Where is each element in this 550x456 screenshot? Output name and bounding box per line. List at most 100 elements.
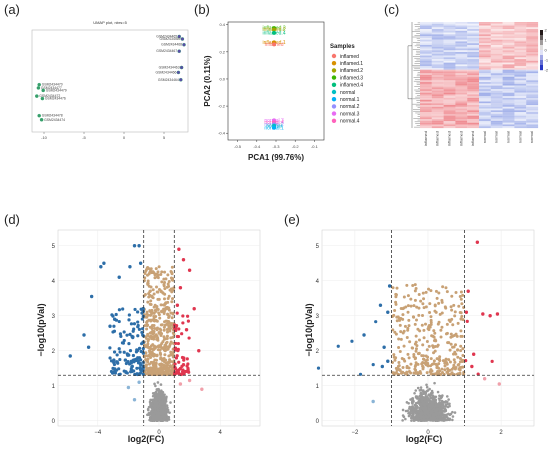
- heatmap-cell: [479, 101, 491, 104]
- heatmap-cell: [479, 23, 491, 26]
- volcano-point: [170, 265, 174, 269]
- heatmap-cell: [455, 43, 468, 46]
- volcano-point: [157, 265, 161, 269]
- umap-point-label: GSM2434472: [39, 94, 60, 98]
- heatmap-cell: [420, 22, 432, 24]
- volcano-point: [432, 339, 436, 343]
- volcano-point: [121, 307, 125, 311]
- heatmap-cell: [431, 99, 444, 102]
- heatmap-cell: [420, 78, 432, 81]
- volcano-point: [141, 314, 145, 318]
- heatmap-column-label: normal: [529, 131, 534, 143]
- volcano-point: [401, 408, 405, 412]
- volcano-point: [439, 415, 442, 418]
- pca-xtick-label: -0.5: [234, 144, 242, 149]
- volcano-point: [126, 353, 130, 357]
- umap-point: [179, 78, 183, 82]
- heatmap-cell: [514, 106, 527, 109]
- heatmap-cell: [502, 103, 515, 106]
- volcano-point: [444, 286, 448, 290]
- volcano-point: [461, 360, 465, 364]
- volcano-point: [159, 410, 163, 414]
- volcano-point: [386, 359, 390, 363]
- volcano-point: [419, 386, 423, 389]
- volcano-point: [406, 304, 410, 308]
- heatmap-cell: [502, 97, 515, 100]
- heatmap-cell: [502, 50, 515, 53]
- volcano-point: [430, 369, 434, 373]
- heatmap-cell: [467, 60, 480, 63]
- volcano-point: [429, 392, 433, 396]
- volcano-point: [166, 406, 169, 409]
- volcano-point: [490, 359, 494, 364]
- volcano-point: [410, 407, 413, 411]
- heatmap-cell: [420, 106, 432, 109]
- volcano-point: [146, 332, 150, 336]
- volcano-point: [387, 284, 392, 288]
- volcano-point: [417, 338, 421, 342]
- heatmap-cell: [490, 120, 503, 123]
- volcano-point: [401, 371, 405, 375]
- heatmap-cell: [479, 92, 491, 95]
- volcano-point: [428, 310, 432, 314]
- volcano-point: [455, 334, 459, 338]
- heatmap-cell: [526, 55, 539, 58]
- volcano-point: [412, 410, 416, 414]
- ytick-label: 1: [316, 384, 320, 390]
- volcano-point: [427, 323, 431, 327]
- volcano-point: [150, 398, 154, 402]
- heatmap-cell: [526, 103, 539, 106]
- volcano-point: [413, 289, 417, 293]
- heatmap-cell: [526, 30, 539, 33]
- volcano-point: [434, 289, 438, 293]
- volcano-point: [157, 313, 161, 317]
- volcano-point: [155, 354, 159, 358]
- heatmap-cell: [467, 30, 480, 33]
- heatmap-cell: [479, 57, 491, 60]
- volcano-point: [406, 310, 410, 314]
- volcano-point: [397, 364, 401, 368]
- heatmap-cell: [526, 57, 539, 60]
- heatmap-cell: [479, 96, 491, 99]
- volcano-point: [135, 366, 139, 370]
- volcano-point: [453, 314, 457, 318]
- heatmap-cell: [455, 82, 468, 84]
- pca-legend-swatch: [331, 104, 337, 109]
- heatmap-cell: [443, 29, 456, 31]
- volcano-point: [436, 322, 440, 326]
- volcano-point: [421, 354, 425, 358]
- volcano-point: [425, 385, 429, 389]
- heatmap-cell: [431, 80, 444, 83]
- volcano-point: [162, 405, 166, 409]
- volcano-point: [465, 319, 469, 323]
- volcano-point: [152, 323, 156, 327]
- volcano-point: [453, 411, 457, 414]
- heatmap-cell: [431, 108, 444, 111]
- volcano-point: [171, 288, 175, 292]
- volcano-point: [401, 307, 405, 311]
- volcano-point: [121, 341, 125, 345]
- volcano-point: [470, 364, 474, 369]
- volcano-point: [163, 364, 167, 368]
- volcano-point: [450, 317, 454, 321]
- heatmap-cell: [431, 59, 444, 61]
- heatmap-cell: [514, 80, 527, 83]
- volcano-point: [159, 323, 163, 327]
- volcano-point: [438, 312, 442, 316]
- pca-point: [272, 30, 277, 35]
- volcano-point: [406, 409, 410, 413]
- volcano-point: [422, 397, 425, 401]
- volcano-point: [452, 358, 456, 362]
- volcano-point: [405, 283, 409, 287]
- heatmap-cell: [514, 25, 527, 28]
- heatmap-cell: [526, 101, 539, 104]
- umap-point: [177, 49, 181, 53]
- volcano-point: [448, 348, 452, 352]
- heatmap-cell: [490, 46, 503, 49]
- heatmap-cell: [467, 113, 480, 116]
- volcano-point: [138, 261, 143, 265]
- volcano-point: [416, 405, 419, 409]
- heatmap-cell: [467, 75, 480, 77]
- heatmap-cell: [526, 112, 539, 114]
- heatmap-cell: [420, 43, 432, 46]
